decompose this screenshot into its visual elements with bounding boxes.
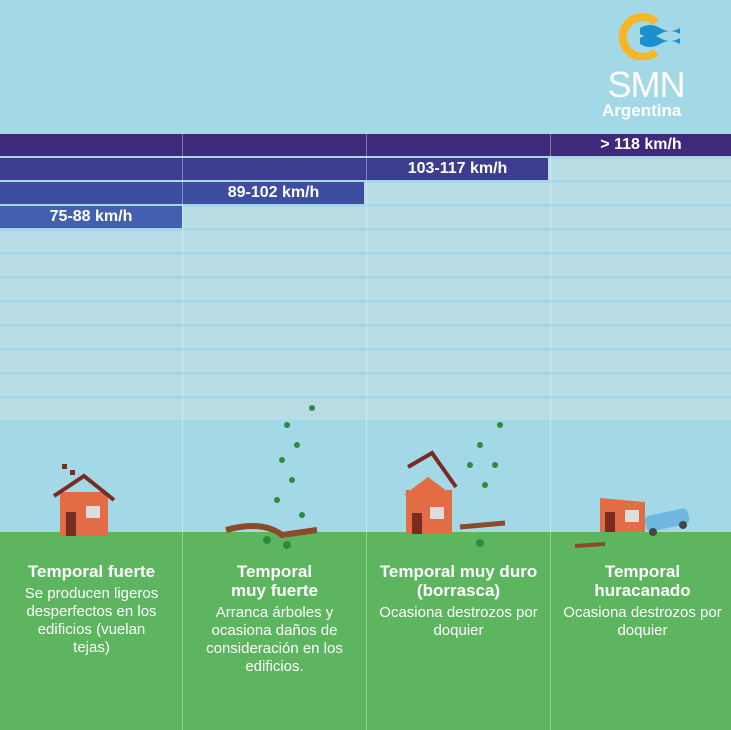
category-description: Ocasiona destrozos por doquier <box>563 604 722 639</box>
range-bar-2: 89-102 km/h <box>0 182 364 204</box>
category-title: Temporal muy fuerte <box>231 562 318 600</box>
range-bar-3: 103-117 km/h <box>0 158 548 180</box>
range-label: 89-102 km/h <box>227 184 320 201</box>
uprooted-tree-icon <box>225 405 318 549</box>
range-bar-4: > 118 km/h <box>0 134 731 156</box>
category-temporal-fuerte: Temporal fuerte Se producen ligeros desp… <box>0 562 183 657</box>
damaged-house-overturned-car-icon <box>575 498 690 548</box>
range-label: > 118 km/h <box>600 136 682 153</box>
smn-logo: SMN Argentina <box>596 12 696 121</box>
category-temporal-muy-duro: Temporal muy duro (borrasca) Ocasiona de… <box>367 562 550 640</box>
category-title: Temporal huracanado <box>594 562 691 600</box>
range-label: 75-88 km/h <box>49 208 133 225</box>
range-bar-1: 75-88 km/h <box>0 206 182 228</box>
house-roof-tiles-icon <box>52 464 116 536</box>
smn-sun-wave-icon <box>618 13 680 61</box>
logo-name: SMN <box>607 64 686 105</box>
ground <box>0 532 731 730</box>
range-label: 103-117 km/h <box>407 160 508 177</box>
category-description: Se producen ligeros desperfectos en los … <box>24 585 159 656</box>
category-description: Ocasiona destrozos por doquier <box>379 604 538 639</box>
category-description: Arranca árboles y ocasiona daños de cons… <box>206 604 343 675</box>
category-temporal-huracanado: Temporal huracanado Ocasiona destrozos p… <box>551 562 731 640</box>
logo-subtitle: Argentina <box>602 101 682 120</box>
category-temporal-muy-fuerte: Temporal muy fuerte Arranca árboles y oc… <box>183 562 366 676</box>
house-damaged-tree-icon <box>404 422 506 547</box>
category-title: Temporal muy duro (borrasca) <box>379 562 538 600</box>
category-title: Temporal fuerte <box>27 562 156 581</box>
wind-speed-scale: > 118 km/h 103-117 km/h 89-102 km/h 75-8… <box>0 134 731 422</box>
